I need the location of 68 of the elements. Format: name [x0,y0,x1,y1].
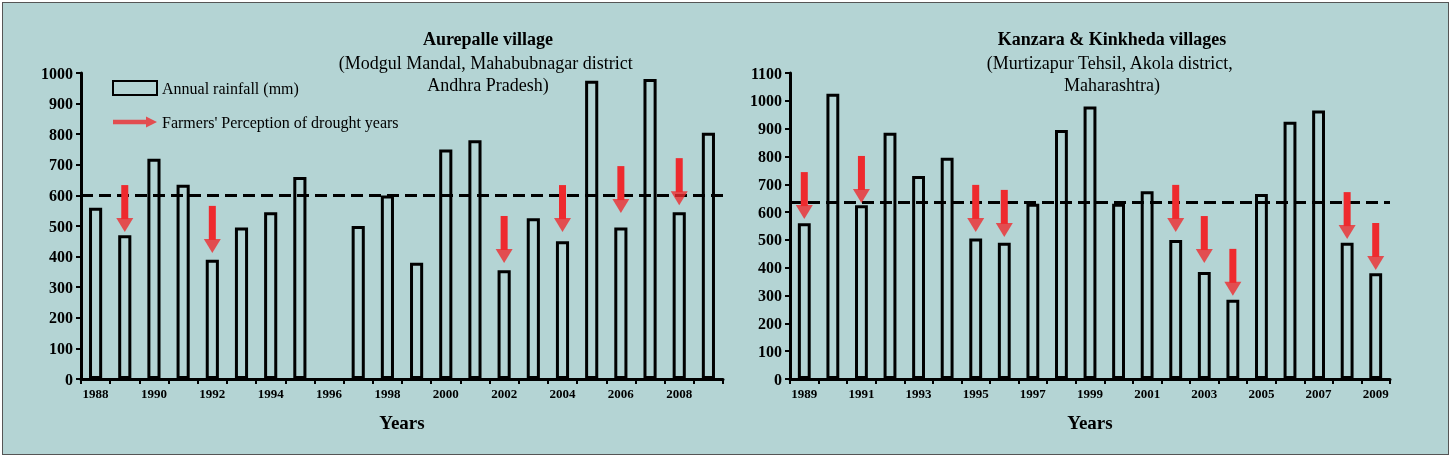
x-tick-label: 2000 [432,386,459,401]
point [1195,249,1213,264]
chart-title: Kanzara & Kinkheda villages [997,29,1227,49]
x-tick-label: 2003 [1191,386,1218,401]
point [203,238,221,253]
y-tick-label: 400 [49,248,73,266]
x-tick-label: 1989 [791,386,818,401]
x-tick-label: 2006 [607,386,635,401]
chart-subtitle: (Modgul Mandal, Mahabubnagar district Andhra Pradesh) [338,53,638,96]
point [1367,256,1385,270]
legend-label: Annual rainfall (mm) [162,79,299,98]
point [1224,281,1242,296]
x-tick-label: 2004 [549,386,576,401]
y-tick-label: 0 [65,370,73,388]
x-tick-label: 1993 [905,386,933,401]
point [495,248,513,263]
y-tick-label: 200 [49,309,73,327]
point [795,205,813,220]
x-tick-label: 1992 [199,386,226,401]
x-axis-title: Years [1067,412,1113,433]
y-tick-label: 300 [49,278,73,296]
point [852,188,870,203]
y-tick-label: 1000 [41,64,73,82]
y-tick-label: 600 [758,203,782,221]
x-axis-title: Years [379,412,425,433]
x-tick-label: 2009 [1362,386,1390,401]
point [670,191,688,206]
point [967,217,985,232]
x-tick-label: 1997 [1019,386,1047,401]
y-tick-label: 700 [758,175,782,193]
y-tick-label: 100 [49,339,73,357]
chart-subtitle: (Murtizapur Tehsil, Akola district, Maharashtra) [986,53,1238,96]
x-tick-label: 1994 [257,386,285,401]
point [554,218,571,233]
x-tick-label: 1998 [374,386,401,401]
y-tick-label: 700 [49,156,73,174]
chart-title: Aurepalle village [422,29,554,49]
x-tick-label: 1990 [140,386,167,401]
legend-label: Farmers' Perception of drought years [162,113,399,132]
x-tick-label: 2001 [1134,386,1161,401]
x-tick-label: 1995 [962,386,990,401]
y-tick-label: 800 [758,147,782,165]
y-tick-label: 100 [758,342,782,360]
x-tick-label: 1988 [82,386,110,401]
x-tick-label: 2008 [666,386,693,401]
y-tick-label: 800 [49,125,73,143]
y-tick-label: 1000 [750,92,782,110]
y-tick-label: 200 [758,314,782,332]
y-tick-label: 900 [758,120,782,138]
y-tick-label: 900 [49,95,73,113]
point [1167,217,1185,232]
point [116,218,134,233]
x-tick-label: 2002 [491,386,518,401]
x-tick-label: 1991 [848,386,875,401]
x-tick-label: 1996 [316,386,343,401]
point [612,199,630,214]
y-tick-label: 0 [774,370,782,388]
y-tick-label: 1100 [750,64,782,82]
x-tick-label: 2007 [1305,386,1333,401]
y-tick-label: 300 [758,287,782,305]
point [1338,225,1356,240]
point [995,222,1013,237]
y-tick-label: 500 [49,217,73,235]
y-tick-label: 400 [758,259,782,277]
x-tick-label: 2005 [1248,386,1275,401]
y-tick-label: 500 [758,231,782,249]
x-tick-label: 1999 [1077,386,1104,401]
y-tick-label: 600 [49,186,73,204]
